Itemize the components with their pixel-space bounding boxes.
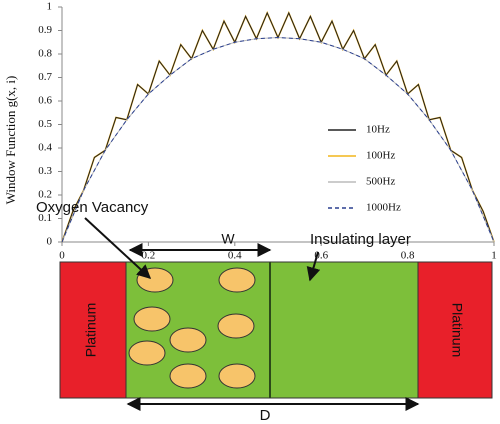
- y-tick-label: 0.9: [38, 24, 52, 36]
- electrode-label: Platinum: [449, 303, 465, 357]
- y-axis-label: Window Function g(x, i): [3, 76, 18, 205]
- y-tick-label: 0.8: [38, 48, 52, 60]
- plot-area: 00.10.20.30.40.50.60.70.80.910 0.2 0.4 0.6 0…: [38, 1, 497, 262]
- y-tick-label: 0.1: [38, 212, 52, 224]
- y-tick-label: 0.5: [38, 118, 52, 130]
- right-electrode: [417, 261, 493, 399]
- vacancy: [133, 306, 171, 332]
- y-tick-label: 1: [47, 1, 53, 13]
- y-tick-label: 0.4: [38, 142, 52, 154]
- vacancy: [218, 363, 256, 389]
- vacancy-label: Oxygen Vacancy: [36, 199, 149, 216]
- y-tick-label: 0.2: [38, 189, 52, 201]
- y-tick-label: 0: [47, 236, 53, 248]
- arrow: [84, 217, 152, 279]
- x-tick-label: 0.8: [401, 250, 415, 262]
- y-tick-label: 0.6: [38, 95, 52, 107]
- left-electrode: [59, 261, 127, 399]
- w-label: W: [221, 231, 235, 247]
- y-tick-label: 0.7: [38, 71, 52, 83]
- vacancy: [169, 327, 207, 353]
- vacancy: [128, 340, 166, 366]
- legend-label: 100Hz: [366, 150, 395, 162]
- series-line: [61, 37, 495, 243]
- electrode-label: Platinum: [83, 303, 99, 357]
- insulating-label: Insulating layer: [310, 231, 411, 248]
- d-label: D: [260, 407, 271, 424]
- vacancies: [128, 267, 256, 389]
- vacancy: [218, 267, 256, 293]
- x-tick-label: 0.2: [142, 250, 156, 262]
- y-tick-label: 0.3: [38, 165, 52, 177]
- x-tick-label: 0.4: [228, 250, 242, 262]
- arrow: [306, 251, 321, 282]
- legend-label: 500Hz: [366, 176, 395, 188]
- x-tick-label: 1: [491, 250, 497, 262]
- device-diagram: Platinum Platinum Oxygen Vacancy Insulat…: [36, 199, 493, 424]
- vacancy: [217, 313, 255, 339]
- x-tick-label: 0: [59, 250, 65, 262]
- vacancy: [169, 363, 207, 389]
- legend-label: 1000Hz: [366, 202, 401, 214]
- legend-label: 10Hz: [366, 124, 390, 136]
